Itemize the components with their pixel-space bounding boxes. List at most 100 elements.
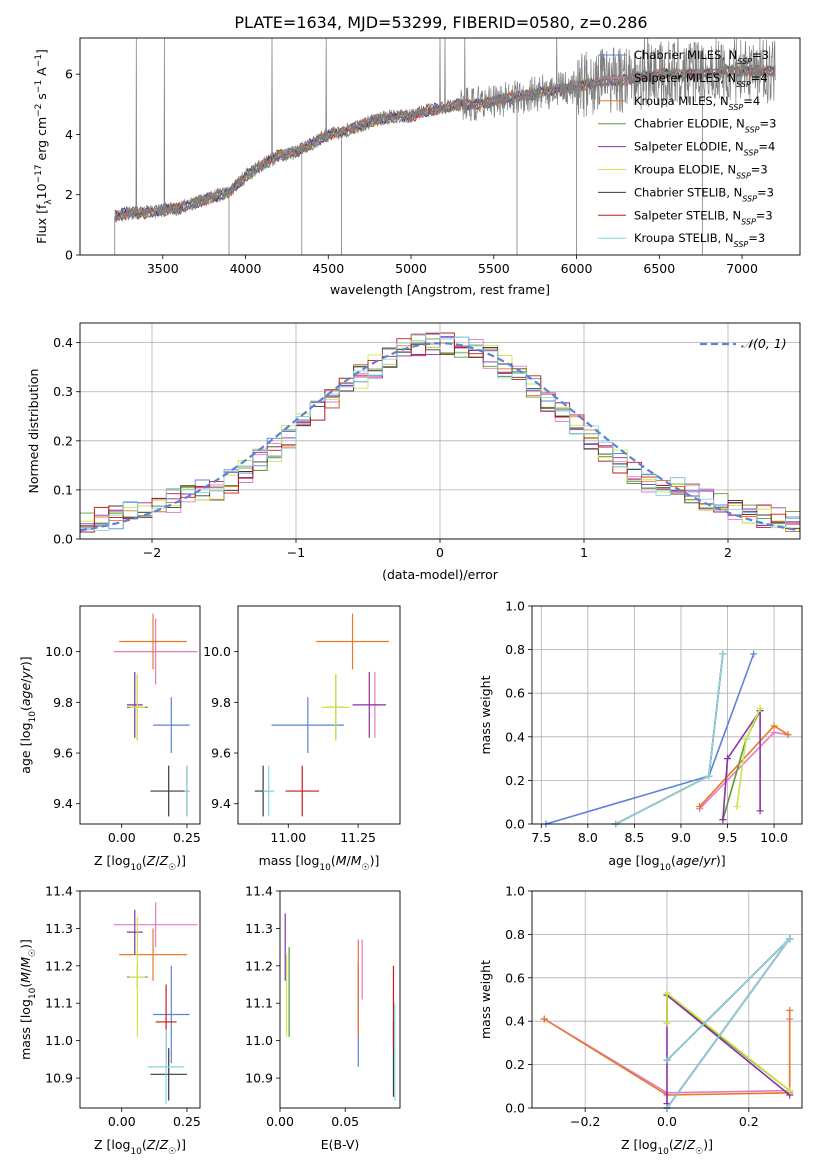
axes-frame: [279, 890, 401, 1109]
y-tick-label: 1.0: [505, 884, 525, 899]
weight-line: [543, 1010, 791, 1096]
y-tick-label: 11.3: [45, 921, 73, 936]
y-tick-label: 0.4: [53, 335, 73, 350]
legend-value: =3: [756, 208, 773, 222]
label-part: age [log: [18, 722, 33, 773]
label-part: /: [699, 853, 704, 868]
label-part: /: [155, 853, 160, 868]
x-tick-label: 5500: [478, 261, 510, 276]
y-tick-label: 9.6: [211, 746, 231, 761]
observed-spectrum: [114, 38, 776, 223]
y-tick-label: 2: [65, 187, 73, 202]
x-tick-label: 4000: [230, 261, 262, 276]
y-tick-label: 11.2: [245, 958, 273, 973]
y-tick-label: 11.4: [245, 884, 273, 899]
legend-sub: SSP: [737, 57, 752, 66]
y-tick-label: 0.6: [505, 970, 525, 985]
label-part: M: [18, 972, 33, 983]
y-tick-label: 9.8: [211, 695, 231, 710]
legend-sub: SSP: [736, 79, 751, 88]
label-part: λ: [44, 199, 54, 205]
label-part: (: [142, 1137, 147, 1152]
y-tick-label: 11.0: [245, 1033, 273, 1048]
label-part: mass [log: [259, 853, 320, 868]
x-axis-label: mass [log10(M/M☉)]: [259, 853, 380, 873]
label-part: )]: [703, 1137, 713, 1152]
weight-marker: [696, 803, 704, 811]
panel-2: −2 −1 0 1 2 0.0 0.1 0.2 0.3 0.4 (data-model)/error…: [26, 322, 801, 582]
label-part: 10: [34, 183, 49, 199]
weight-marker: [786, 1087, 794, 1095]
y-tick-label: 10.0: [203, 644, 231, 659]
label-part: (: [671, 853, 676, 868]
legend-entry: Chabrier STELIB, NSSP=3: [634, 185, 774, 203]
axes-frame: [531, 605, 803, 825]
legend-value: =4: [751, 71, 768, 85]
label-part: Flux [f: [34, 204, 49, 244]
y-axis-label: mass weight: [478, 675, 493, 754]
label-part: M: [18, 957, 33, 968]
legend-sub: SSP: [729, 102, 744, 111]
histogram-salpeter-elodie: [80, 336, 800, 527]
legend-entry: Salpeter STELIB, NSSP=3: [634, 208, 773, 226]
label-part: Z [log: [94, 853, 130, 868]
weight-marker: [742, 735, 750, 743]
y-tick-label: 0.2: [53, 433, 73, 448]
label-part: E(B-V): [321, 1137, 360, 1152]
x-tick-label: 6500: [643, 261, 675, 276]
x-tick-label: 9.0: [671, 830, 691, 845]
label-part: 10: [28, 711, 38, 723]
label-part: (: [669, 1137, 674, 1152]
x-tick-label: 3500: [147, 261, 179, 276]
label-part: 10: [319, 863, 331, 873]
panels: 3500 4000 4500 5000 5500 6000 6500 7000 0 2 4 6 wave…: [18, 37, 803, 1157]
y-tick-label: 9.4: [211, 796, 231, 811]
x-tick-label: 1: [580, 545, 588, 560]
y-tick-label: 0.2: [505, 1057, 525, 1072]
label-part: /: [18, 678, 33, 683]
y-tick-label: 6: [65, 67, 73, 82]
y-tick-label: 0.0: [53, 532, 73, 547]
weight-marker: [770, 728, 778, 736]
label-part: −1: [34, 54, 44, 67]
legend-text: Kroupa STELIB, N: [634, 231, 734, 245]
weight-marker: [786, 1006, 794, 1014]
weight-marker: [719, 650, 727, 658]
y-axis-label: mass weight: [478, 960, 493, 1039]
panel-3: 0.00 0.259.49.69.810.0Z [log10(Z/Z☉)]age …: [18, 605, 201, 873]
label-part: (: [142, 853, 147, 868]
x-tick-label: 0.25: [173, 1114, 201, 1129]
weight-marker: [786, 935, 794, 943]
label-part: 10: [28, 987, 38, 999]
x-tick-label: 0: [436, 545, 444, 560]
label-part: −2: [34, 104, 44, 117]
y-tick-label: 1.0: [505, 599, 525, 614]
y-tick-label: 0: [65, 248, 73, 263]
axes-frame: [79, 890, 201, 1109]
gaussian-curve: [80, 342, 800, 532]
label-part: age: [676, 853, 700, 868]
y-tick-label: 0.1: [53, 482, 73, 497]
label-part: Z [log: [94, 1137, 130, 1152]
y-tick-label: 4: [65, 127, 73, 142]
x-axis-label: (data-model)/error: [382, 567, 499, 582]
legend-value: =3: [757, 185, 774, 199]
legend-text: Salpeter STELIB, N: [634, 208, 741, 222]
weight-marker: [663, 1056, 671, 1064]
weight-marker: [540, 1015, 548, 1023]
legend-sub: SSP: [736, 171, 751, 180]
histogram-chabrier-stelib: [80, 336, 800, 529]
label-part: ☉: [168, 863, 176, 873]
label-part: 10: [130, 863, 142, 873]
axes-frame: [79, 37, 801, 256]
y-tick-label: 0.4: [505, 1014, 525, 1029]
legend-text: Kroupa MILES, N: [634, 94, 729, 108]
legend-value: =3: [751, 163, 768, 177]
y-tick-label: 11.0: [45, 1033, 73, 1048]
legend-sub: SSP: [745, 125, 760, 134]
axes-frame: [237, 605, 401, 825]
label-part: ☉: [362, 863, 370, 873]
label-part: s: [34, 93, 49, 104]
label-part: )]: [176, 853, 186, 868]
label-part: 10: [660, 863, 672, 873]
